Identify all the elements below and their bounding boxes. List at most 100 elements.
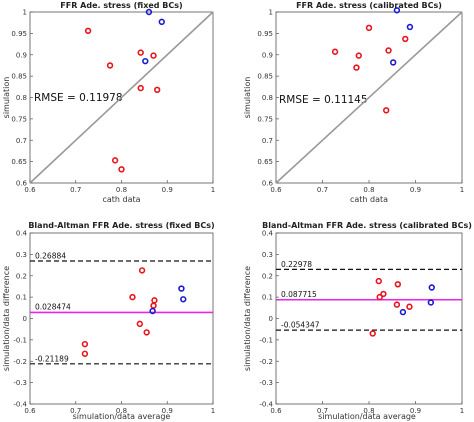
y-tick-label: 1 [23, 9, 27, 17]
x-tick-label: 0.8 [116, 407, 127, 415]
scatter-panel-fixed-bcs: FFR Ade. stress (fixed BCs) cath data si… [2, 1, 215, 204]
y-axis-label: simulation/data difference [2, 266, 11, 371]
red-data-point [365, 24, 373, 32]
blue-data-point [145, 8, 153, 16]
red-data-point [137, 49, 144, 56]
y-tick-label: 0.95 [11, 30, 27, 38]
blue-data-point [406, 23, 414, 31]
blue-data-point [158, 18, 165, 26]
red-data-point [353, 64, 360, 71]
red-data-point [129, 293, 136, 301]
red-data-point [380, 290, 387, 298]
y-tick-label: 0 [269, 315, 273, 323]
blue-data-point [178, 285, 185, 292]
x-axis-label: cath data [350, 195, 388, 204]
x-tick-label: 0.7 [70, 407, 81, 415]
y-ticks: -0.4 -0.3 -0.2 -0.1 0 0.1 0.2 0.3 0.4 [259, 230, 279, 409]
y-tick-label: 0.8 [16, 94, 27, 102]
red-data-point [136, 320, 144, 328]
y-tick-label: -0.2 [259, 358, 273, 366]
plot-area [275, 232, 463, 405]
limit-line-label: -0.21189 [35, 354, 69, 363]
red-data-point [402, 35, 409, 43]
red-data-point [137, 84, 144, 92]
y-tick-label: 0.2 [262, 272, 273, 280]
y-axis-label: simulation [243, 77, 252, 119]
x-tick-label: 0.9 [410, 186, 421, 194]
blue-data-point [393, 7, 401, 14]
rmse-annotation: RMSE = 0.11145 [279, 94, 368, 106]
blue-data-point [428, 284, 435, 291]
red-data-point [106, 62, 114, 69]
y-tick-label: 0.7 [16, 137, 27, 145]
rmse-annotation: RMSE = 0.11978 [34, 92, 123, 104]
y-tick-label: -0.3 [13, 379, 27, 387]
red-data-point [331, 48, 339, 55]
y-tick-label: 0.6 [16, 180, 28, 188]
limit-line-label: 0.22978 [281, 260, 312, 269]
x-tick-label: 0.8 [363, 186, 374, 194]
blue-data-point [399, 308, 407, 316]
x-tick-label: 1 [460, 407, 464, 415]
red-data-point [138, 267, 146, 274]
y-tick-label: 0.4 [16, 230, 28, 238]
x-tick-label: 0.9 [162, 407, 173, 415]
mean-line-label: 0.087715 [281, 290, 317, 299]
data-markers [331, 7, 414, 114]
red-data-point [81, 340, 89, 348]
y-tick-label: 0.1 [16, 294, 27, 302]
y-tick-label: 0.8 [262, 94, 273, 102]
x-axis-label: cath data [102, 195, 140, 204]
y-tick-label: 0.4 [262, 230, 274, 238]
red-data-point [143, 329, 150, 336]
y-tick-label: 0.85 [11, 73, 27, 81]
red-data-point [375, 277, 382, 285]
x-tick-label: 1 [211, 186, 215, 194]
red-data-point [81, 350, 89, 357]
x-tick-label: 0.6 [270, 186, 282, 194]
x-tick-label: 0.9 [410, 407, 421, 415]
red-data-point [406, 303, 413, 310]
y-tick-label: -0.3 [259, 379, 273, 387]
x-tick-label: 0.6 [24, 407, 36, 415]
y-tick-label: 0.9 [262, 51, 273, 59]
y-ticks: 0.6 0.65 0.7 0.75 0.8 0.85 0.9 0.95 1 [257, 9, 279, 188]
x-tick-label: 0.6 [270, 407, 282, 415]
y-tick-label: 0.7 [262, 137, 273, 145]
y-axis-label: simulation [2, 77, 11, 119]
chart-title: FFR Ade. stress (calibrated BCs) [296, 1, 442, 10]
y-tick-label: 0.75 [11, 115, 27, 123]
x-tick-label: 1 [460, 186, 464, 194]
red-data-point [385, 47, 392, 54]
x-tick-label: 1 [211, 407, 215, 415]
red-data-point [376, 293, 383, 301]
red-data-point [393, 301, 401, 308]
data-markers [369, 277, 435, 337]
red-data-point [383, 107, 390, 114]
red-data-point [118, 166, 125, 173]
limit-line-label: -0.054347 [281, 321, 320, 330]
bland-altman-panel-calibrated-bcs: Bland-Altman FFR Ade. stress (calibrated… [243, 221, 472, 421]
y-ticks: 0.6 0.65 0.7 0.75 0.8 0.85 0.9 0.95 1 [11, 9, 33, 188]
y-tick-label: -0.1 [13, 336, 27, 344]
x-axis-label: simulation/data average [318, 412, 416, 421]
y-tick-label: -0.4 [13, 401, 27, 409]
bland-altman-panel-fixed-bcs: Bland-Altman FFR Ade. stress (fixed BCs)… [2, 221, 215, 421]
y-tick-label: 1 [269, 9, 273, 17]
reference-lines: 0.028474 0.26884 -0.21189 [30, 252, 213, 365]
chart-title: Bland-Altman FFR Ade. stress (calibrated… [262, 221, 472, 230]
y-tick-label: 0.2 [16, 272, 27, 280]
x-ticks: 0.6 0.7 0.8 0.9 1 [270, 180, 464, 194]
y-axis-label: simulation/data difference [243, 266, 252, 371]
y-tick-label: 0.9 [16, 51, 27, 59]
x-tick-label: 0.7 [317, 186, 328, 194]
y-tick-label: -0.2 [13, 358, 27, 366]
red-data-point [355, 52, 362, 59]
red-data-point [369, 330, 376, 337]
identity-line [29, 11, 214, 184]
y-tick-label: 0.1 [262, 294, 273, 302]
scatter-panel-calibrated-bcs: FFR Ade. stress (calibrated BCs) cath da… [243, 1, 464, 204]
y-tick-label: 0.6 [262, 180, 274, 188]
y-tick-label: -0.4 [259, 401, 273, 409]
